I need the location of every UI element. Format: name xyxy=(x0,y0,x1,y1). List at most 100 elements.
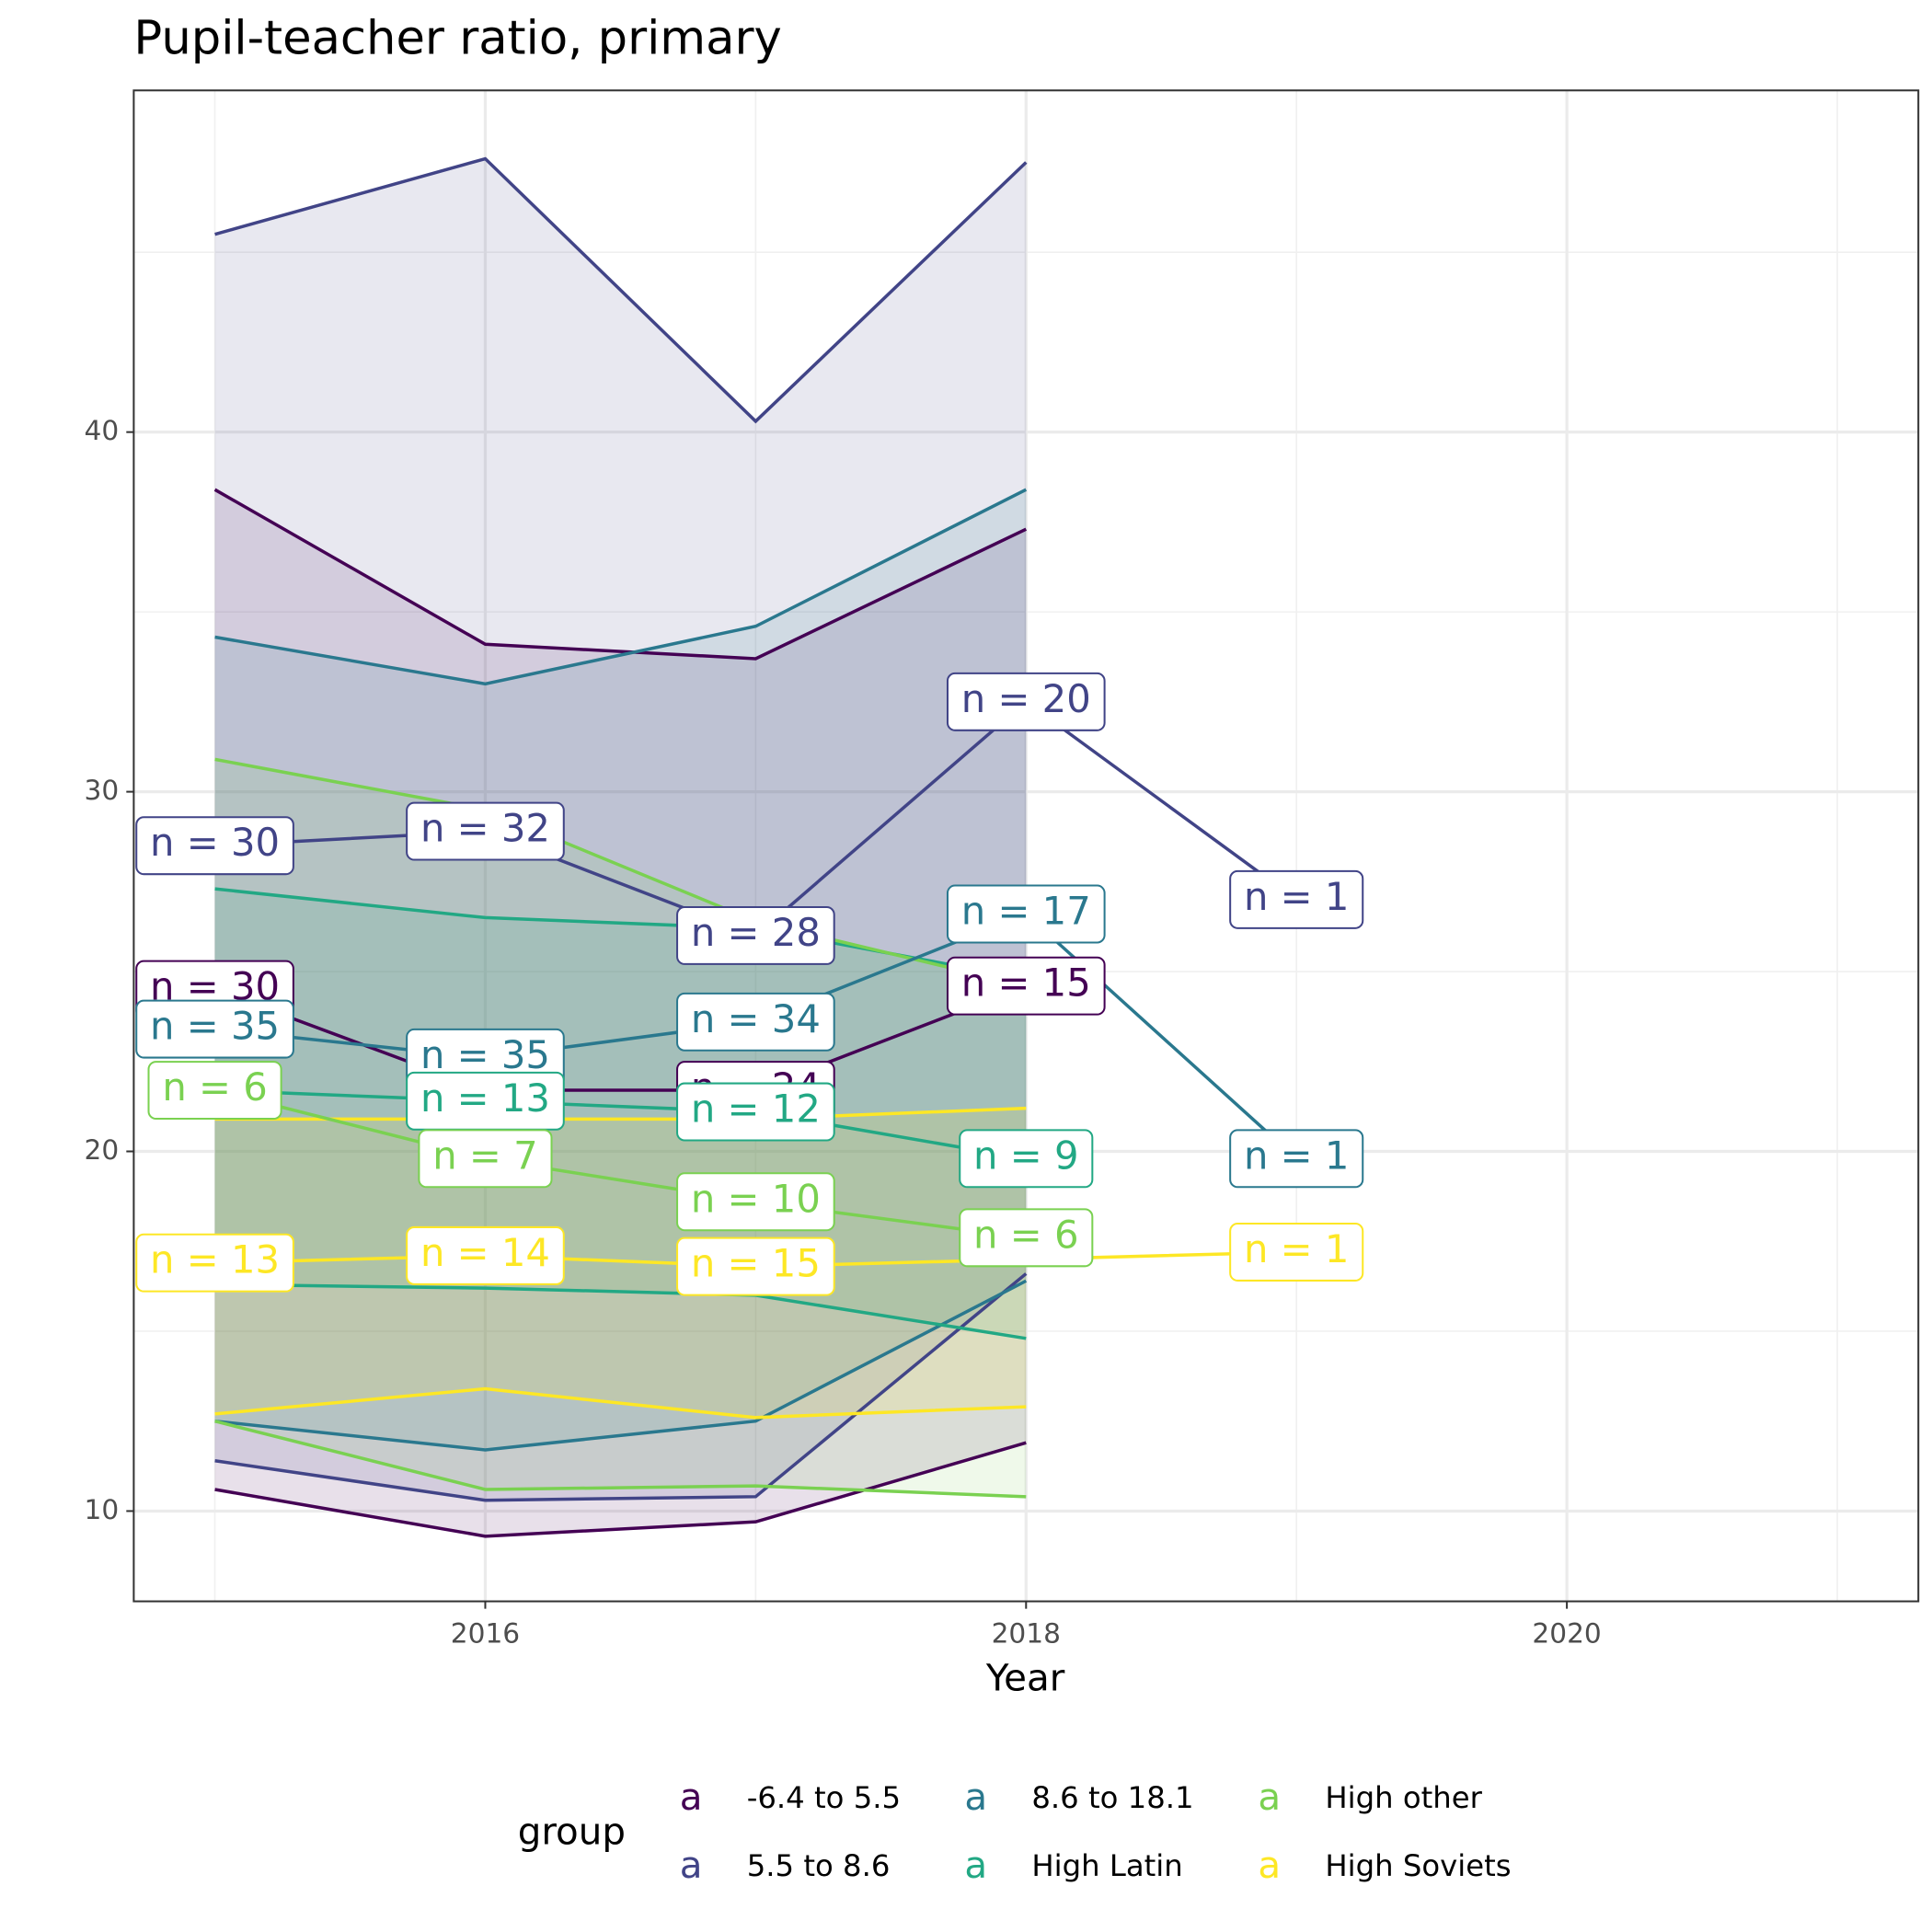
label-box xyxy=(418,1129,553,1189)
data-label: n = 15 xyxy=(676,1236,835,1296)
data-label: n = 28 xyxy=(676,905,835,965)
data-label: n = 6 xyxy=(959,1208,1094,1268)
bound-line xyxy=(214,1272,1028,1502)
label-text: n = 1 xyxy=(1244,1226,1349,1271)
data-label: n = 14 xyxy=(406,1225,565,1285)
y-tick-label: 20 xyxy=(85,1134,120,1166)
label-box xyxy=(406,1225,565,1285)
y-tick-label: 10 xyxy=(85,1494,120,1525)
label-text: n = 13 xyxy=(150,1237,280,1282)
label-text: n = 35 xyxy=(420,1032,550,1077)
x-axis-title: Year xyxy=(985,1657,1065,1700)
label-box xyxy=(946,884,1106,944)
bound-line xyxy=(214,1386,1027,1420)
legend-label: High Latin xyxy=(1031,1848,1182,1883)
legend-label: High Soviets xyxy=(1325,1848,1511,1883)
panel-border xyxy=(132,89,1920,1603)
x-tick-label: 2016 xyxy=(451,1617,520,1649)
label-text: n = 9 xyxy=(973,1133,1078,1178)
label-text: n = 6 xyxy=(162,1064,267,1110)
label-box xyxy=(946,672,1106,731)
bound-line xyxy=(213,488,1028,661)
data-label: n = 17 xyxy=(946,884,1106,944)
legend-key: a xyxy=(1258,1844,1281,1887)
median-line xyxy=(213,984,1027,1092)
legend-title: group xyxy=(518,1811,626,1854)
bound-line xyxy=(214,156,1028,424)
label-text: n = 15 xyxy=(961,960,1091,1006)
bound-line xyxy=(214,488,1028,686)
label-box xyxy=(135,999,294,1059)
data-label: n = 34 xyxy=(676,992,835,1052)
data-label: n = 6 xyxy=(147,1061,282,1121)
data-label: n = 13 xyxy=(406,1071,565,1131)
median-line xyxy=(214,1088,1027,1240)
label-text: n = 1 xyxy=(1244,1133,1349,1178)
label-box xyxy=(1229,1223,1364,1282)
label-text: n = 17 xyxy=(961,889,1091,934)
x-tick-label: 2020 xyxy=(1532,1617,1601,1649)
median-line xyxy=(214,1088,1027,1161)
data-label: n = 15 xyxy=(946,956,1106,1016)
label-text: n = 7 xyxy=(432,1133,537,1178)
label-text: n = 34 xyxy=(691,996,821,1041)
ribbon xyxy=(214,158,1027,1501)
label-text: n = 14 xyxy=(420,1230,550,1275)
label-text: n = 13 xyxy=(420,1075,550,1121)
bound-line xyxy=(214,1106,1027,1121)
data-label: n = 1 xyxy=(1229,869,1364,929)
label-text: n = 6 xyxy=(973,1212,1078,1257)
chart-title: Pupil-teacher ratio, primary xyxy=(133,11,781,65)
legend-label: 5.5 to 8.6 xyxy=(747,1848,891,1883)
label-box xyxy=(147,1061,282,1121)
data-label: n = 10 xyxy=(676,1172,835,1232)
x-tick-label: 2018 xyxy=(992,1617,1061,1649)
label-box xyxy=(676,1082,835,1142)
label-text: n = 30 xyxy=(150,820,280,865)
label-text: n = 20 xyxy=(961,676,1091,721)
data-label: n = 20 xyxy=(946,672,1106,731)
label-text: n = 28 xyxy=(691,910,821,955)
label-text: n = 32 xyxy=(420,806,550,851)
data-label: n = 7 xyxy=(418,1129,553,1189)
legend-key: a xyxy=(964,1844,987,1887)
label-box xyxy=(135,816,294,876)
legend-label: 8.6 to 18.1 xyxy=(1031,1780,1193,1815)
legend-key: a xyxy=(680,1844,703,1887)
y-tick-label: 40 xyxy=(85,415,120,446)
legend-label: -6.4 to 5.5 xyxy=(747,1780,901,1815)
bound-line xyxy=(214,1420,1027,1499)
label-text: n = 10 xyxy=(691,1176,821,1221)
data-label: n = 1 xyxy=(1229,1129,1364,1189)
data-label: n = 1 xyxy=(1229,1223,1364,1282)
legend-key: a xyxy=(680,1776,703,1819)
label-box xyxy=(959,1208,1094,1268)
data-label: n = 35 xyxy=(135,999,294,1059)
data-label: n = 13 xyxy=(135,1233,294,1293)
label-box xyxy=(676,1172,835,1232)
label-box xyxy=(946,956,1106,1016)
label-box xyxy=(676,1236,835,1296)
label-text: n = 1 xyxy=(1244,874,1349,919)
label-text: n = 35 xyxy=(150,1004,280,1049)
data-label: n = 9 xyxy=(959,1129,1094,1189)
label-box xyxy=(1229,1129,1364,1189)
label-box xyxy=(406,801,565,861)
label-box xyxy=(676,992,835,1052)
bound-line xyxy=(214,1279,1028,1452)
data-label: n = 12 xyxy=(676,1082,835,1142)
label-text: n = 15 xyxy=(691,1241,821,1286)
legend-key: a xyxy=(1258,1776,1281,1819)
label-box xyxy=(1229,869,1364,929)
y-tick-label: 30 xyxy=(85,775,120,806)
bound-line xyxy=(214,757,1027,988)
data-label: n = 30 xyxy=(135,816,294,876)
label-text: n = 12 xyxy=(691,1087,821,1132)
bound-line xyxy=(214,1441,1027,1538)
label-box xyxy=(676,905,835,965)
legend-key: a xyxy=(964,1776,987,1819)
bound-line xyxy=(214,1282,1027,1340)
legend-label: High other xyxy=(1325,1780,1482,1815)
